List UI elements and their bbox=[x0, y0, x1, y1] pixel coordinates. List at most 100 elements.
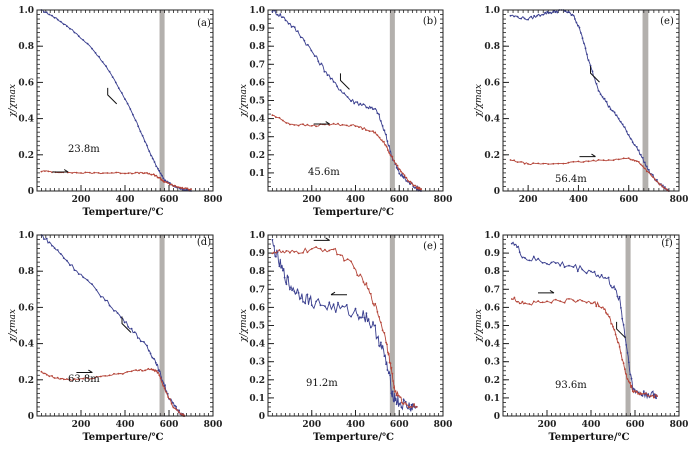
cooling-point bbox=[184, 189, 187, 191]
cooling-point bbox=[111, 76, 114, 78]
y-tick-label: 0.4 bbox=[484, 115, 500, 125]
cooling-point bbox=[296, 30, 299, 32]
x-tick-label: 600 bbox=[390, 420, 409, 430]
cooling-point bbox=[143, 341, 145, 343]
cooling-point bbox=[583, 42, 585, 45]
heating-point bbox=[602, 159, 605, 162]
cooling-point bbox=[69, 264, 71, 267]
heating-point bbox=[552, 162, 555, 165]
cooling-point bbox=[299, 297, 302, 300]
plot-frame bbox=[267, 9, 444, 192]
heating-point bbox=[339, 254, 342, 256]
heating-direction-arrow bbox=[76, 369, 93, 374]
heating-point bbox=[289, 251, 291, 254]
heating-point bbox=[144, 369, 147, 372]
heating-point bbox=[590, 302, 592, 305]
heating-point bbox=[607, 159, 610, 161]
heating-point bbox=[332, 122, 335, 125]
cooling-point bbox=[615, 114, 618, 117]
x-tick-label: 800 bbox=[670, 195, 689, 205]
heating-point bbox=[387, 351, 389, 354]
heating-point bbox=[643, 392, 646, 395]
panel-6: 200 400 600 800 0 0.1 0.2 0.3 0.4 0.5 0.6 0.7 0.8 0.9… bbox=[474, 231, 688, 443]
y-axis-label: χ/χmax bbox=[239, 309, 249, 343]
cooling-point bbox=[611, 109, 614, 112]
cooling-point bbox=[164, 384, 166, 387]
cooling-point bbox=[523, 17, 526, 20]
heating-point bbox=[559, 300, 562, 303]
heating-point bbox=[407, 180, 409, 182]
cooling-point bbox=[578, 26, 581, 29]
y-axis-label: χ/χmax bbox=[8, 84, 18, 118]
cooling-point bbox=[536, 14, 539, 17]
heating-point bbox=[618, 346, 621, 348]
heating-point bbox=[45, 373, 48, 376]
cooling-point bbox=[150, 154, 152, 157]
depth-label: 23.8m bbox=[68, 144, 100, 155]
cooling-point bbox=[362, 103, 365, 105]
x-tick-label: 200 bbox=[519, 195, 538, 205]
heating-point bbox=[631, 159, 634, 161]
heating-point bbox=[369, 292, 372, 295]
cooling-point bbox=[328, 301, 331, 304]
cooling-point bbox=[378, 344, 380, 347]
heating-point bbox=[372, 130, 374, 133]
cooling-point bbox=[572, 266, 575, 268]
cooling-point bbox=[524, 257, 526, 259]
cooling-point bbox=[139, 340, 142, 343]
heating-point bbox=[43, 372, 45, 375]
heating-point bbox=[176, 186, 178, 188]
heating-point bbox=[153, 369, 155, 372]
heating-point bbox=[652, 176, 654, 178]
cooling-point bbox=[146, 344, 148, 347]
cooling-point bbox=[43, 238, 45, 241]
x-tick-label: 600 bbox=[619, 195, 638, 205]
cooling-point bbox=[387, 144, 390, 147]
heating-point bbox=[179, 186, 182, 189]
heating-point bbox=[585, 301, 588, 304]
cooling-point bbox=[390, 392, 393, 395]
heating-point bbox=[603, 308, 606, 311]
cooling-point bbox=[568, 11, 571, 14]
cooling-point bbox=[409, 408, 412, 410]
heating-point bbox=[385, 341, 387, 344]
y-tick-label: 0.7 bbox=[249, 60, 265, 70]
cooling-point bbox=[637, 149, 640, 152]
x-axis-label: Temperture/℃ bbox=[82, 432, 163, 443]
x-tick-label: 200 bbox=[72, 195, 91, 205]
heating-point bbox=[95, 375, 98, 378]
heating-curve bbox=[272, 114, 422, 191]
cooling-point bbox=[53, 247, 56, 250]
heating-point bbox=[152, 173, 155, 176]
heating-point bbox=[388, 152, 391, 154]
panel-label: (b) bbox=[423, 16, 437, 27]
panel-5: 200 400 600 800 0 0.1 0.2 0.3 0.4 0.5 0.6 0.7 0.8 0.9… bbox=[239, 231, 452, 443]
cooling-point bbox=[59, 253, 62, 255]
cooling-point bbox=[346, 96, 349, 98]
cooling-point bbox=[622, 324, 625, 326]
heating-point bbox=[664, 187, 666, 190]
cooling-point bbox=[612, 286, 614, 289]
heating-point bbox=[179, 412, 182, 415]
y-tick-label: 1.0 bbox=[18, 6, 34, 16]
cooling-point bbox=[600, 274, 603, 276]
cooling-point bbox=[614, 288, 617, 291]
y-axis-label: χ/χmax bbox=[474, 309, 484, 343]
heating-point bbox=[606, 313, 609, 316]
heating-point bbox=[297, 252, 300, 255]
y-tick-label: 0 bbox=[259, 412, 265, 422]
cooling-point bbox=[625, 130, 628, 133]
heating-point bbox=[518, 302, 521, 305]
cooling-point bbox=[367, 318, 370, 320]
y-axis-label: χ/χmax bbox=[8, 309, 18, 343]
cooling-point bbox=[141, 134, 144, 137]
cooling-point bbox=[45, 237, 48, 240]
heating-point bbox=[513, 159, 515, 162]
y-tick-label: 0.4 bbox=[249, 340, 265, 350]
heating-point bbox=[547, 163, 550, 166]
heating-point bbox=[155, 174, 158, 177]
cooling-point bbox=[593, 270, 596, 273]
cooling-point bbox=[542, 13, 545, 16]
heating-point bbox=[635, 391, 638, 393]
heating-point bbox=[405, 176, 408, 179]
